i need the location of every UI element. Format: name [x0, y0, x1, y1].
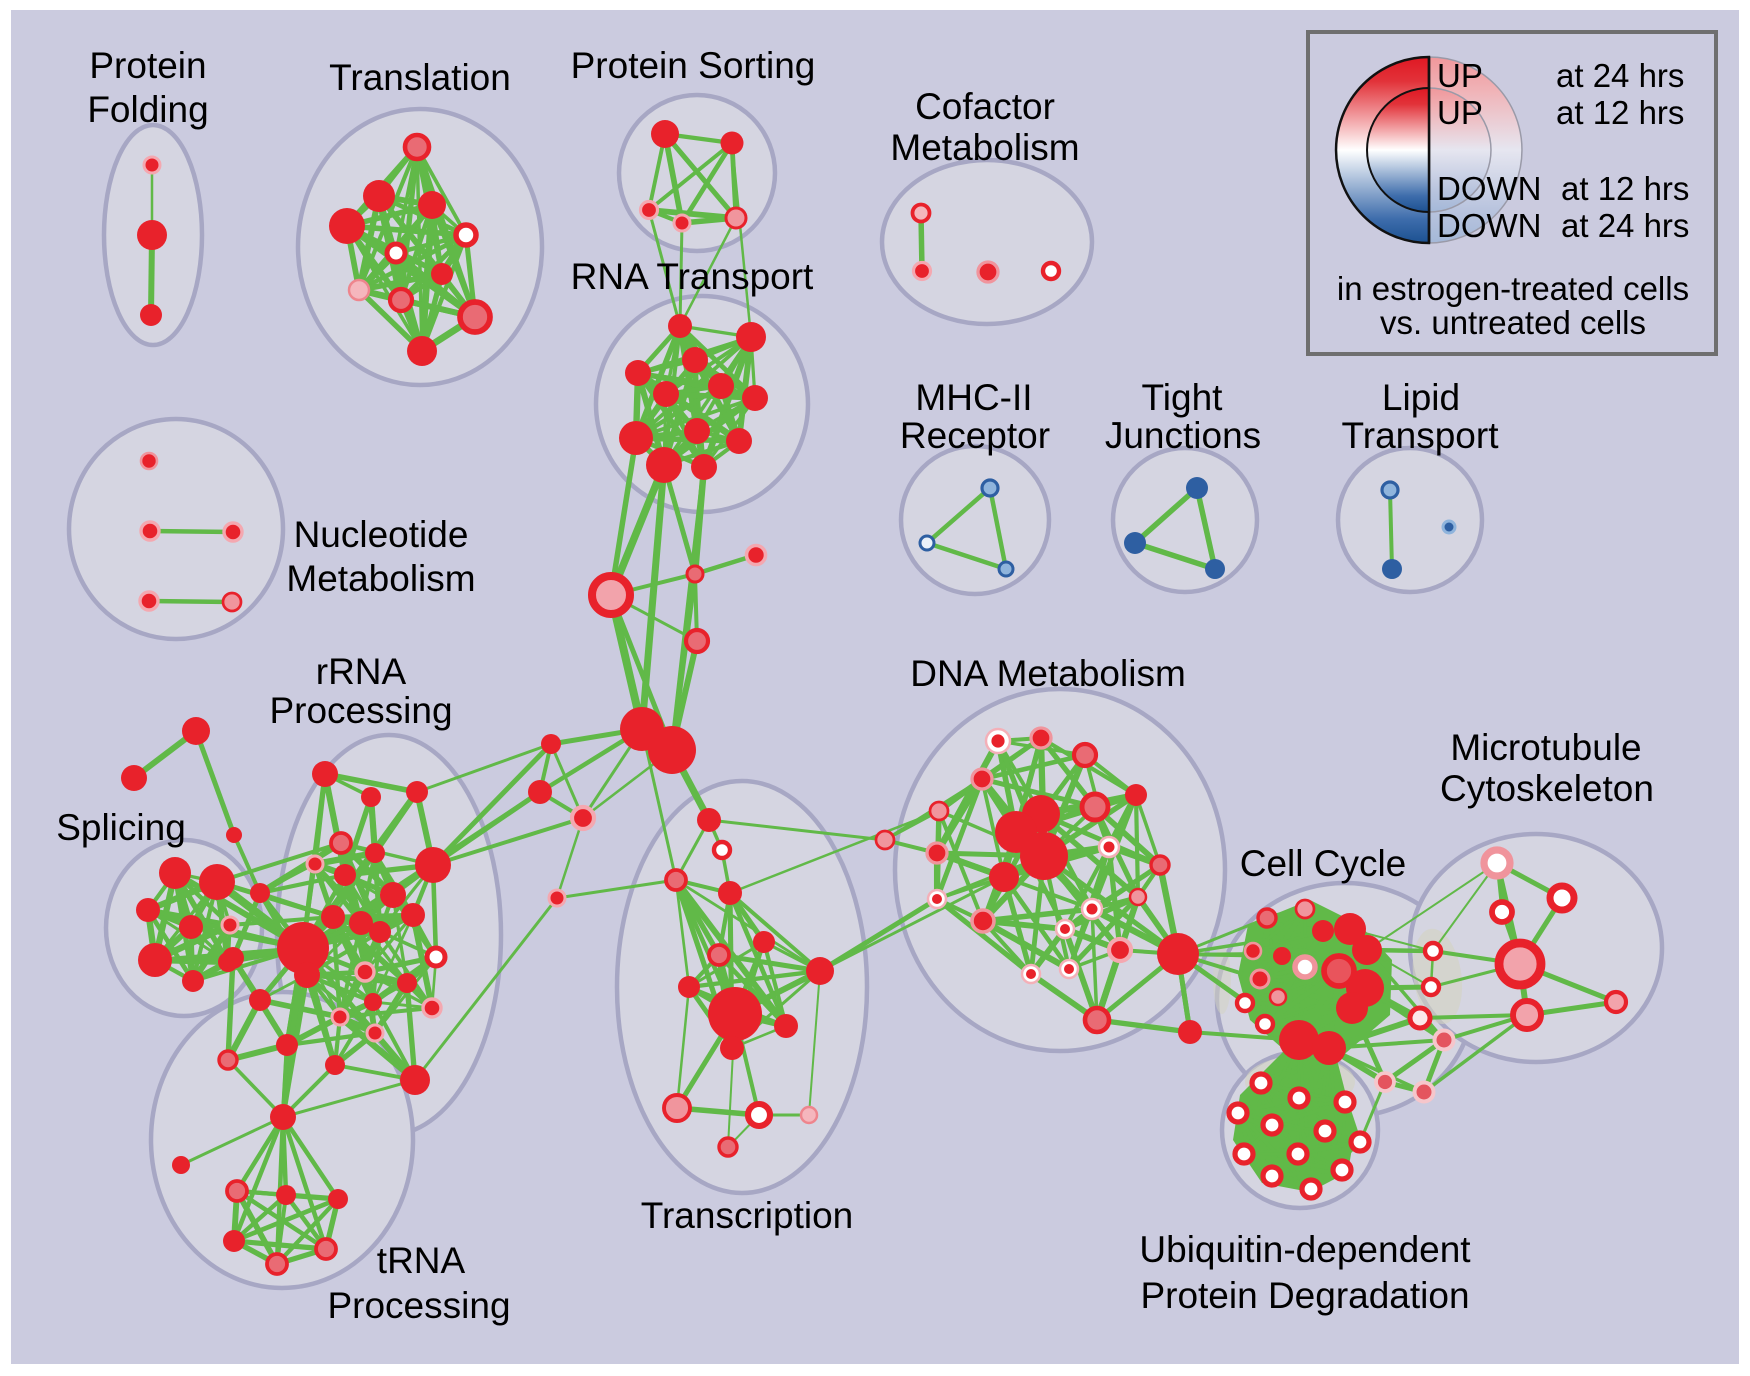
svg-text:Metabolism: Metabolism	[286, 558, 475, 599]
svg-text:Splicing: Splicing	[56, 807, 186, 848]
svg-text:in estrogen-treated cells: in estrogen-treated cells	[1337, 270, 1689, 307]
svg-text:rRNA: rRNA	[316, 651, 407, 692]
svg-text:Metabolism: Metabolism	[890, 127, 1079, 168]
svg-text:at 12 hrs: at 12 hrs	[1556, 94, 1684, 131]
svg-text:Junctions: Junctions	[1105, 415, 1261, 456]
svg-text:at 12 hrs: at 12 hrs	[1561, 170, 1689, 207]
svg-text:UP: UP	[1437, 57, 1483, 94]
svg-text:Transport: Transport	[1342, 415, 1500, 456]
svg-text:Ubiquitin-dependent: Ubiquitin-dependent	[1139, 1229, 1471, 1270]
svg-text:vs. untreated cells: vs. untreated cells	[1380, 304, 1646, 341]
svg-text:Processing: Processing	[269, 690, 452, 731]
svg-text:Cofactor: Cofactor	[915, 86, 1055, 127]
svg-text:Processing: Processing	[327, 1285, 510, 1326]
svg-text:Cell Cycle: Cell Cycle	[1240, 843, 1407, 884]
svg-text:Cytoskeleton: Cytoskeleton	[1440, 768, 1654, 809]
svg-text:DOWN: DOWN	[1437, 170, 1541, 207]
svg-text:Protein Sorting: Protein Sorting	[571, 45, 816, 86]
svg-text:Transcription: Transcription	[641, 1195, 853, 1236]
svg-text:Lipid: Lipid	[1382, 377, 1460, 418]
svg-text:Translation: Translation	[329, 57, 511, 98]
svg-text:Receptor: Receptor	[900, 415, 1050, 456]
svg-text:UP: UP	[1437, 94, 1483, 131]
svg-text:at 24 hrs: at 24 hrs	[1561, 207, 1689, 244]
svg-text:Tight: Tight	[1142, 377, 1224, 418]
svg-text:tRNA: tRNA	[377, 1240, 466, 1281]
svg-text:Protein Degradation: Protein Degradation	[1140, 1275, 1469, 1316]
svg-text:Microtubule: Microtubule	[1450, 727, 1641, 768]
svg-text:Protein: Protein	[89, 45, 206, 86]
svg-text:at 24 hrs: at 24 hrs	[1556, 57, 1684, 94]
svg-text:MHC-II: MHC-II	[915, 377, 1032, 418]
svg-text:DOWN: DOWN	[1437, 207, 1541, 244]
svg-text:Folding: Folding	[87, 89, 208, 130]
svg-text:Nucleotide: Nucleotide	[294, 514, 469, 555]
svg-text:DNA Metabolism: DNA Metabolism	[910, 653, 1186, 694]
svg-text:RNA Transport: RNA Transport	[571, 256, 814, 297]
